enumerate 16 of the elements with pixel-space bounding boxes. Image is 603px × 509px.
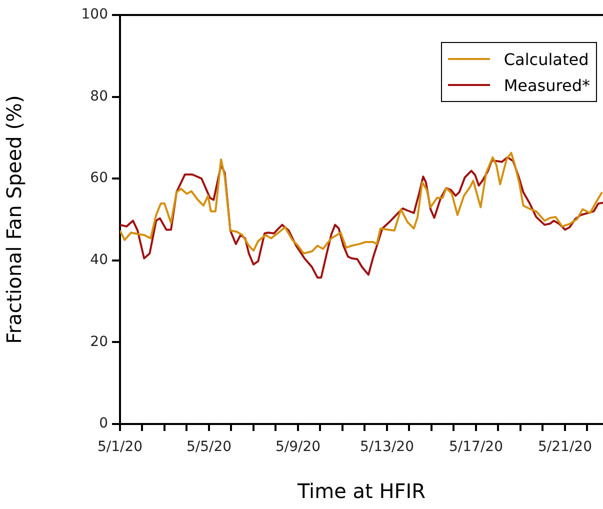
x-tick-label: 5/17/20: [449, 439, 503, 456]
y-tick-label: 20: [90, 334, 108, 350]
y-tick-label: 40: [90, 252, 108, 268]
x-tick-label: 5/13/20: [360, 439, 414, 456]
y-axis-title: Fractional Fan Speed (%): [2, 95, 26, 344]
y-tick-label: 0: [99, 416, 108, 432]
x-tick-label: 5/9/20: [275, 439, 321, 456]
y-tick-label: 100: [81, 6, 108, 23]
x-tick-label: 5/21/20: [538, 439, 592, 456]
y-tick-label: 80: [90, 88, 108, 104]
legend-label: Calculated: [504, 50, 589, 68]
x-tick-label: 5/1/20: [97, 439, 143, 456]
legend-label: Measured*: [504, 76, 590, 94]
y-tick-label: 60: [90, 170, 108, 186]
x-tick-label: 5/5/20: [186, 439, 232, 456]
x-axis-title: Time at HFIR: [296, 479, 426, 504]
